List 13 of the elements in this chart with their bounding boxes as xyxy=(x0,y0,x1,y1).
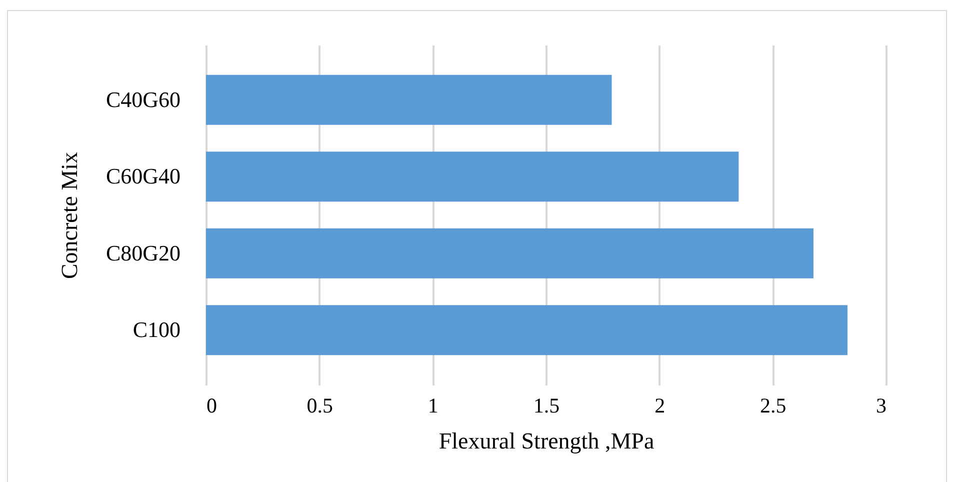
x-tick-label: 2.5 xyxy=(760,394,786,418)
x-tick-label: 2 xyxy=(654,394,666,418)
y-axis-title: Concrete Mix xyxy=(56,151,82,280)
y-tick-label: C60G40 xyxy=(106,164,180,189)
x-axis-title: Flexural Strength ,MPa xyxy=(438,428,654,454)
y-tick-label: C40G60 xyxy=(106,86,180,112)
x-tick-label: 0.5 xyxy=(306,394,333,418)
x-tick-label: 3 xyxy=(876,394,886,418)
y-tick-label: C80G20 xyxy=(106,240,180,266)
x-tick-label: 0 xyxy=(206,394,217,418)
x-tick-label: 1.5 xyxy=(533,394,560,418)
x-tick-label: 1 xyxy=(428,394,438,418)
y-tick-label: C100 xyxy=(132,317,180,342)
